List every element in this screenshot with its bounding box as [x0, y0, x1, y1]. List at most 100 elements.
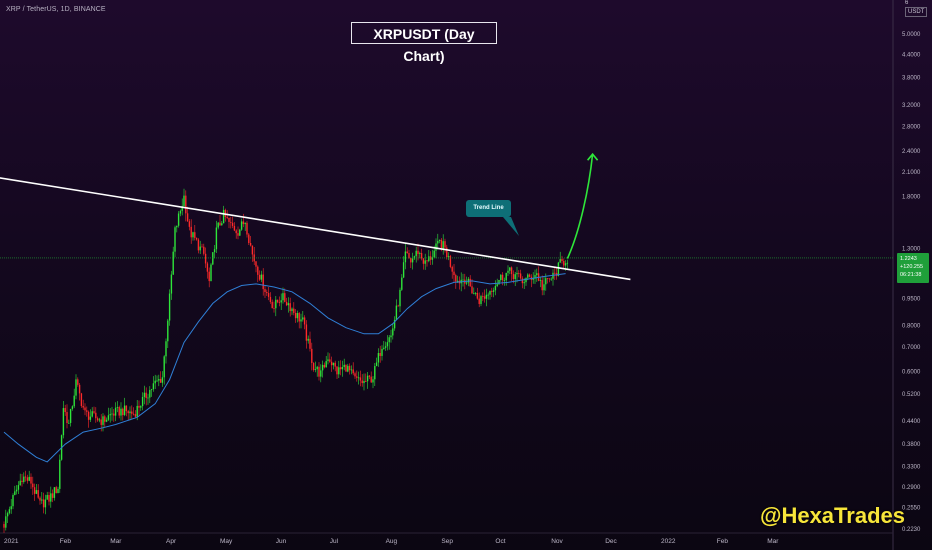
candle-body — [260, 274, 263, 280]
candle-body — [181, 206, 183, 211]
candle-body — [512, 274, 515, 280]
candle-body — [100, 419, 102, 425]
candle-body — [392, 328, 394, 336]
candles — [3, 188, 569, 533]
candle-body — [269, 296, 272, 302]
candle-body — [372, 379, 374, 383]
candle-body — [32, 483, 34, 488]
candle-body — [201, 246, 203, 248]
candle-body — [345, 364, 347, 372]
candle-body — [550, 278, 552, 280]
candle-body — [278, 302, 281, 304]
candle-body — [267, 293, 270, 297]
candle-body — [35, 490, 38, 494]
y-tick-label: 0.9500 — [902, 296, 921, 302]
candle-body — [41, 499, 43, 501]
candle-body — [42, 499, 45, 508]
candle-body — [231, 222, 234, 226]
candle-body — [399, 289, 401, 307]
candle-body — [235, 230, 237, 234]
price-change-value: +120.255 — [900, 264, 924, 270]
candle-body — [237, 233, 239, 236]
candle-body — [145, 392, 147, 399]
x-tick-label: Apr — [166, 538, 177, 545]
candle-body — [561, 259, 563, 261]
candle-body — [527, 274, 529, 278]
candle-body — [444, 241, 446, 248]
candle-body — [33, 487, 36, 494]
candle-body — [546, 278, 549, 279]
candle-body — [10, 506, 12, 510]
candle-body — [244, 222, 246, 225]
candle-body — [98, 419, 101, 421]
current-price-label: 1.2243 +120.255 06:21:38 — [897, 253, 929, 283]
x-tick-label: Jul — [330, 538, 339, 545]
x-tick-label: Feb — [717, 538, 729, 545]
candle-body — [379, 353, 381, 356]
candle-body — [177, 213, 180, 226]
candle-body — [424, 260, 426, 264]
candle-body — [251, 245, 254, 255]
y-tick-label: 0.8000 — [902, 324, 921, 330]
candle-body — [226, 216, 228, 218]
candle-body — [120, 408, 122, 416]
candle-body — [24, 476, 27, 478]
trend-line-callout[interactable]: Trend Line — [466, 200, 511, 217]
candle-body — [51, 493, 54, 498]
y-tick-label: 4.4000 — [902, 52, 921, 58]
candle-body — [422, 258, 425, 264]
candle-body — [68, 422, 70, 424]
moving-average-line — [3, 273, 566, 463]
watermark: @HexaTrades — [760, 503, 905, 528]
candle-body — [176, 225, 178, 228]
candle-body — [401, 277, 403, 290]
candle-body — [404, 251, 407, 263]
y-tick-label: 0.4400 — [902, 419, 921, 425]
x-tick-label: Dec — [605, 538, 617, 545]
candle-body — [64, 408, 66, 413]
candle-body — [199, 246, 201, 251]
currency-unit-badge[interactable]: USDT — [905, 7, 928, 17]
candle-body — [330, 361, 333, 366]
candle-body — [149, 390, 151, 398]
candle-body — [59, 459, 61, 489]
candle-body — [107, 415, 110, 420]
y-tick-label: 0.5200 — [902, 392, 921, 398]
candle-body — [294, 312, 297, 319]
candle-body — [354, 373, 356, 377]
candle-body — [215, 227, 218, 250]
x-tick-label: Feb — [60, 538, 72, 545]
candle-body — [390, 335, 392, 338]
candle-body — [37, 490, 39, 498]
candle-body — [446, 247, 448, 258]
candle-body — [302, 317, 304, 320]
candle-body — [264, 289, 266, 292]
candle-body — [5, 516, 7, 528]
candle-body — [168, 293, 171, 321]
candle-body — [136, 405, 138, 417]
candle-body — [305, 324, 308, 341]
candle-body — [496, 284, 498, 286]
candle-body — [298, 313, 300, 322]
candle-body — [192, 232, 194, 238]
y-tick-label: 0.2230 — [902, 527, 921, 533]
candle-body — [111, 413, 113, 415]
candle-body — [543, 284, 545, 291]
x-tick-label: Mar — [767, 538, 779, 545]
candle-body — [55, 487, 57, 494]
y-tick-label: 1.8000 — [902, 195, 921, 201]
candle-body — [451, 266, 453, 272]
candle-body — [363, 380, 365, 384]
candle-body — [518, 273, 520, 274]
candle-body — [183, 195, 185, 207]
candle-body — [118, 407, 120, 416]
candle-body — [26, 477, 29, 481]
candle-body — [197, 239, 200, 251]
y-tick-label: 3.2000 — [902, 103, 921, 109]
candle-body — [352, 369, 354, 374]
candle-body — [433, 250, 435, 258]
candle-body — [21, 480, 23, 483]
callout-pointer — [503, 217, 519, 236]
candle-body — [152, 383, 155, 390]
